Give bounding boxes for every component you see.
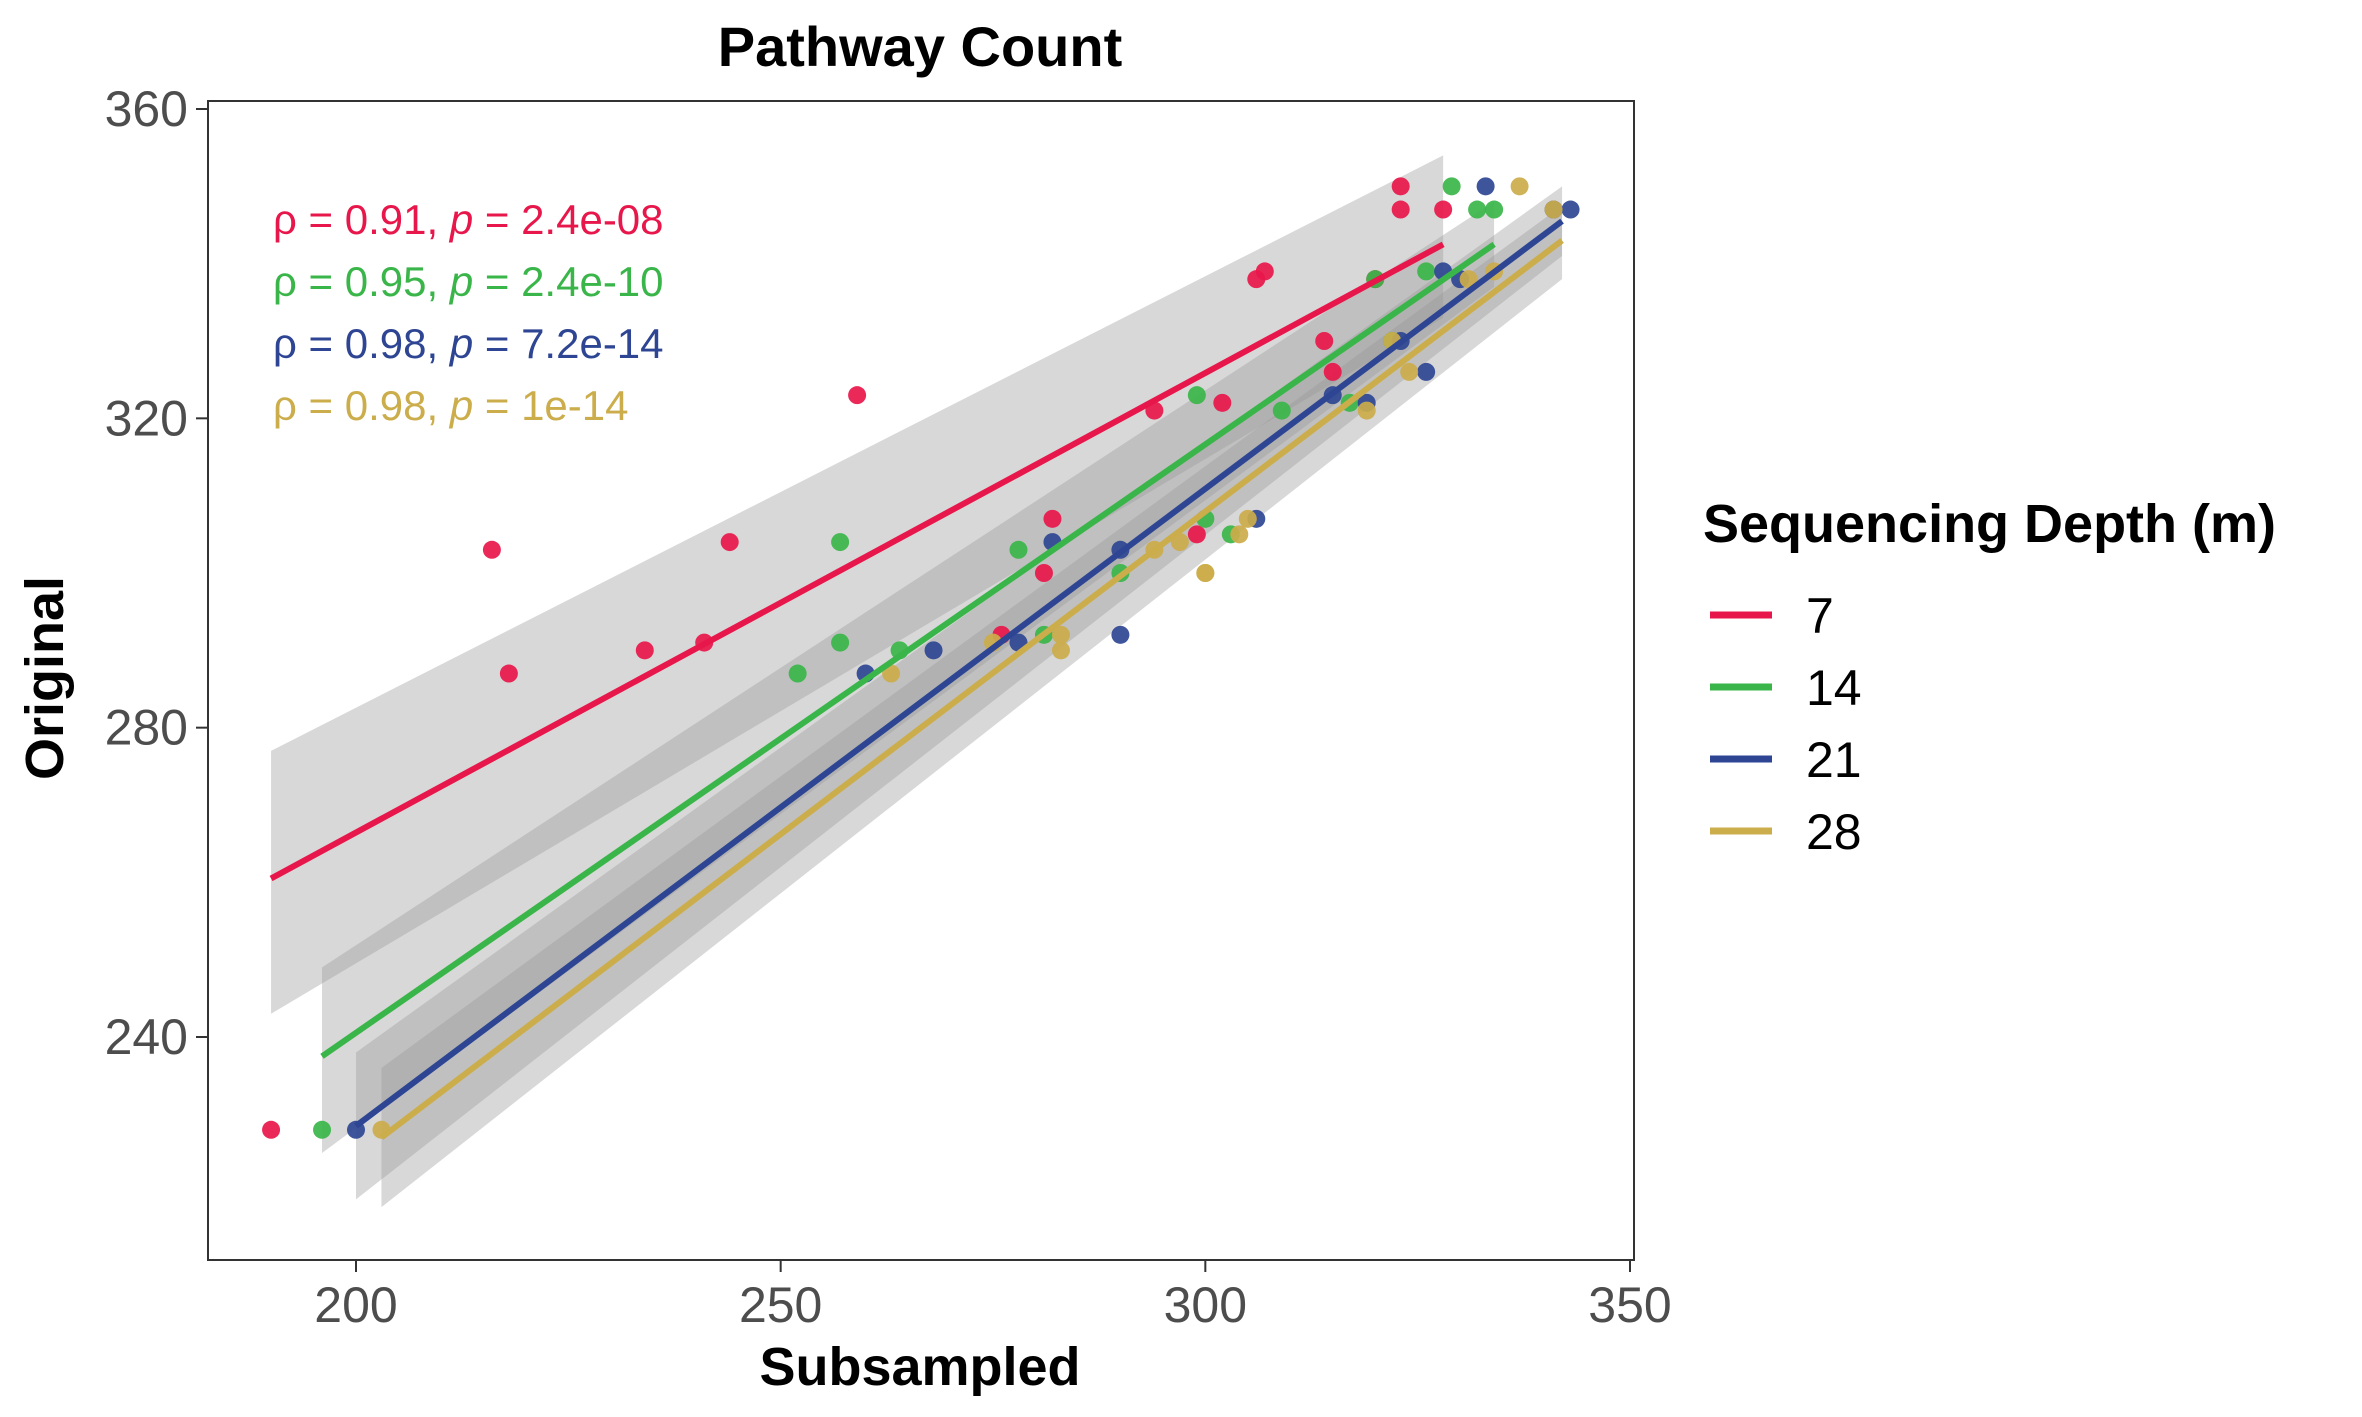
data-point-28: [1051, 641, 1070, 660]
ci-ribbon-7: [271, 155, 1444, 1014]
ci-ribbon-21: [356, 186, 1563, 1200]
fit-line-14: [320, 241, 1496, 1059]
data-point-21: [1417, 362, 1436, 381]
y-tick-label: 240: [105, 1009, 188, 1065]
y-tick-label: 320: [105, 390, 188, 446]
ci-ribbon-28: [381, 205, 1563, 1208]
legend-label-21: 21: [1806, 732, 1862, 788]
data-point-28: [1459, 270, 1478, 289]
confidence-ribbons: [271, 155, 1563, 1208]
data-point-14: [1485, 200, 1504, 219]
legend-title: Sequencing Depth (m): [1703, 494, 2276, 554]
data-point-28: [1400, 362, 1419, 381]
y-axis-title: Original: [15, 576, 75, 780]
plot-area: ρ = 0.91, p = 2.4e-08 ρ = 0.95, p = 2.4e-…: [207, 100, 1635, 1261]
correlation-label-28: ρ = 0.98, p = 1e-14: [273, 382, 629, 429]
correlation-annotations: ρ = 0.91, p = 2.4e-08 ρ = 0.95, p = 2.4e-…: [273, 196, 664, 429]
x-tick-label: 300: [1164, 1277, 1247, 1333]
data-point-7: [1187, 525, 1206, 544]
correlation-label-14: ρ = 0.95, p = 2.4e-10: [273, 258, 664, 305]
ci-ribbon-14: [322, 201, 1495, 1154]
data-point-28: [882, 664, 901, 683]
legend-items: 7 14 21 28: [1710, 588, 1862, 860]
data-point-7: [1043, 509, 1062, 528]
data-point-7: [1255, 262, 1274, 281]
x-tick-label: 350: [1588, 1277, 1671, 1333]
data-point-28: [1544, 200, 1563, 219]
y-tick-label: 360: [105, 81, 188, 137]
data-point-14: [831, 533, 850, 552]
data-point-7: [1391, 177, 1410, 196]
data-point-28: [1357, 401, 1376, 420]
data-point-7: [720, 533, 739, 552]
data-point-21: [1111, 625, 1130, 644]
data-point-28: [1510, 177, 1529, 196]
legend-label-28: 28: [1806, 804, 1862, 860]
data-point-14: [1187, 386, 1206, 405]
data-point-21: [924, 641, 943, 660]
chart-title: Pathway Count: [718, 15, 1122, 78]
fit-lines: [269, 218, 1564, 1140]
data-point-14: [1468, 200, 1487, 219]
y-axis: 240 280 320 360: [105, 81, 208, 1065]
x-tick-label: 200: [314, 1277, 397, 1333]
correlation-label-21: ρ = 0.98, p = 7.2e-14: [273, 320, 664, 367]
data-point-7: [482, 540, 501, 559]
panel-border: [207, 100, 1635, 1261]
data-point-14: [1272, 401, 1291, 420]
data-point-28: [1196, 564, 1215, 582]
data-point-7: [635, 641, 654, 660]
x-axis: 200 250 300 350: [314, 1260, 1672, 1333]
data-point-14: [1417, 262, 1436, 281]
data-point-14: [831, 633, 850, 652]
data-point-7: [1323, 362, 1342, 381]
data-point-7: [848, 386, 867, 405]
data-point-7: [1315, 332, 1334, 350]
y-tick-label: 280: [105, 700, 188, 756]
data-point-21: [1476, 177, 1495, 196]
fit-line-7: [269, 241, 1445, 882]
x-tick-label: 250: [739, 1277, 822, 1333]
data-point-28: [1230, 525, 1249, 544]
data-point-28: [1051, 625, 1070, 644]
data-point-7: [1034, 564, 1053, 582]
data-point-14: [1442, 177, 1461, 196]
data-point-7: [499, 664, 518, 683]
fit-line-21: [354, 218, 1564, 1129]
legend-label-14: 14: [1806, 660, 1862, 716]
data-point-7: [1434, 200, 1453, 219]
data-point-14: [1009, 540, 1028, 559]
data-point-7: [262, 1120, 281, 1139]
correlation-label-7: ρ = 0.91, p = 2.4e-08: [273, 196, 664, 243]
data-point-14: [313, 1120, 332, 1139]
data-point-21: [1561, 200, 1580, 219]
data-point-28: [1238, 509, 1257, 528]
x-axis-title: Subsampled: [759, 1337, 1080, 1397]
data-point-7: [1391, 200, 1410, 219]
data-point-14: [788, 664, 807, 683]
data-point-7: [1213, 393, 1232, 412]
fit-line-28: [379, 238, 1564, 1140]
legend: Sequencing Depth (m) 7 14 21 28: [1703, 494, 2276, 860]
legend-label-7: 7: [1806, 588, 1834, 644]
